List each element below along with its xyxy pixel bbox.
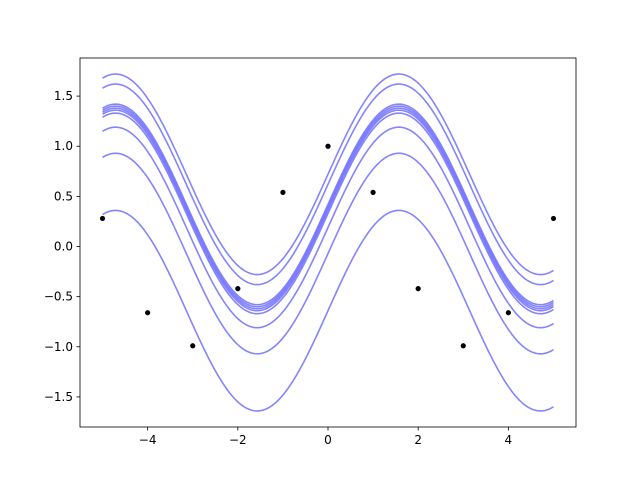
y-tick-label: −1.5 [44,390,73,404]
series-line-8 [102,152,554,355]
x-tick-label: 2 [414,433,422,447]
series-line-9 [102,209,554,412]
data-point-0 [99,215,106,222]
data-point-10 [550,215,557,222]
series-line-2 [102,103,554,306]
data-point-9 [505,310,511,316]
data-point-2 [190,343,196,349]
data-point-1 [145,310,151,316]
y-tick-label: 1.5 [54,89,73,103]
data-point-5 [325,143,331,149]
series-line-3 [102,105,554,308]
series-line-7 [102,126,554,329]
y-tick-label: −0.5 [44,290,73,304]
series-line-6 [102,112,554,315]
plot-frame [79,57,577,428]
y-tick-label: 1.0 [54,139,73,153]
points-layer [99,143,557,349]
y-axis: −1.5 −1.0 −0.5 0.0 0.5 1.0 1.5 [44,89,80,404]
y-tick-label: 0.5 [54,189,73,203]
curves-layer [102,73,554,412]
series-line-5 [102,109,554,312]
y-tick-label: 0.0 [54,240,73,254]
x-tick-label: −2 [229,433,247,447]
x-tick-label: −4 [139,433,157,447]
series-line-1 [102,83,554,286]
data-point-3 [235,286,241,292]
x-axis: −4 −2 0 2 4 [139,427,512,447]
data-point-7 [415,286,421,292]
x-tick-label: 4 [505,433,513,447]
x-tick-label: 0 [324,433,332,447]
series-line-0 [102,73,554,276]
data-point-8 [460,343,466,349]
y-tick-label: −1.0 [44,340,73,354]
series-line-4 [102,107,554,310]
data-point-6 [370,189,376,195]
data-point-4 [280,189,286,195]
